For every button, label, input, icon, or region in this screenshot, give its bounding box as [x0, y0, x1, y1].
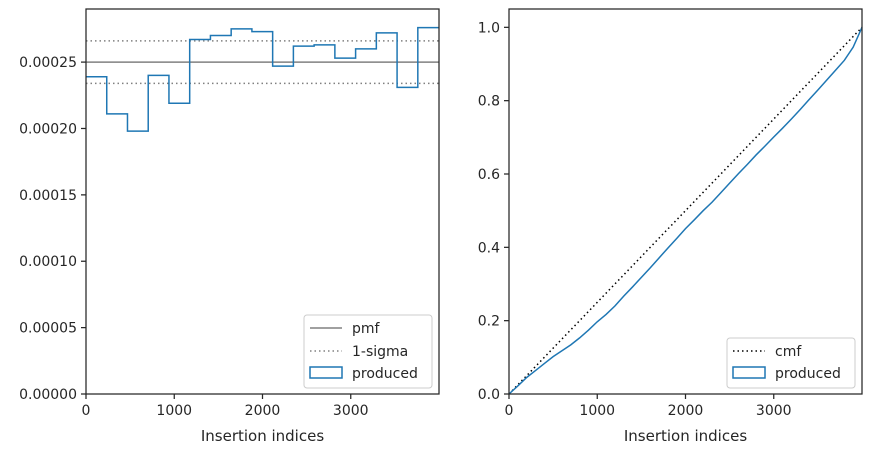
cmf-plot-marks	[508, 26, 863, 395]
cmf-x-axis-label: Insertion indices	[624, 427, 747, 445]
series-produced-line	[508, 27, 863, 395]
y-tick-label: 0.00025	[19, 55, 77, 71]
x-tick-label: 2000	[668, 403, 704, 419]
y-tick-label: 0.2	[478, 314, 500, 330]
legend-pmf-label: pmf	[352, 321, 381, 337]
x-tick-label: 3000	[333, 403, 369, 419]
legend-produced-swatch	[309, 366, 343, 379]
cmf-legend: cmf produced	[726, 337, 856, 389]
y-tick-label: 0.4	[478, 240, 500, 256]
x-tick-label: 0	[82, 403, 91, 419]
y-tick-label: 0.6	[478, 167, 500, 183]
y-tick-label: 0.00000	[19, 387, 77, 403]
cmf-axis-ticks: 0 1000 2000 3000 0.0 0.2 0.4 0.6 0.8 1.0	[478, 20, 792, 419]
x-tick-label: 2000	[245, 403, 281, 419]
x-tick-label: 0	[505, 403, 514, 419]
y-tick-label: 0.00005	[19, 321, 77, 337]
legend-cmf-produced-swatch	[732, 366, 766, 379]
series-cmf-line	[508, 26, 863, 395]
legend-cmf-label: cmf	[775, 344, 802, 360]
pmf-plot-marks	[86, 26, 439, 132]
y-tick-label: 1.0	[478, 20, 500, 36]
x-tick-label: 3000	[756, 403, 792, 419]
pmf-x-axis-label: Insertion indices	[201, 427, 324, 445]
cmf-legend-box	[726, 337, 856, 389]
series-produced-step	[86, 26, 439, 132]
y-tick-label: 0.00015	[19, 188, 77, 204]
x-tick-label: 1000	[579, 403, 615, 419]
y-tick-label: 0.0	[478, 387, 500, 403]
y-tick-label: 0.8	[478, 94, 500, 110]
pmf-panel: 0 1000 2000 3000 0.00000 0.00005 0.00010 0.0001…	[19, 8, 440, 445]
pmf-legend-box	[303, 314, 433, 389]
pmf-legend: pmf 1-sigma produced	[303, 314, 433, 389]
y-tick-label: 0.00020	[19, 121, 77, 137]
cmf-panel: 0 1000 2000 3000 0.0 0.2 0.4 0.6 0.8 1.0 Insertio…	[478, 8, 863, 445]
y-tick-label: 0.00010	[19, 254, 77, 270]
pmf-axis-ticks: 0 1000 2000 3000 0.00000 0.00005 0.00010 0.0001…	[19, 55, 368, 419]
x-tick-label: 1000	[156, 403, 192, 419]
legend-produced-label: produced	[352, 366, 418, 382]
legend-1-sigma-label: 1-sigma	[352, 344, 408, 360]
cmf-plot-frame	[508, 8, 863, 395]
legend-cmf-produced-label: produced	[775, 366, 841, 382]
